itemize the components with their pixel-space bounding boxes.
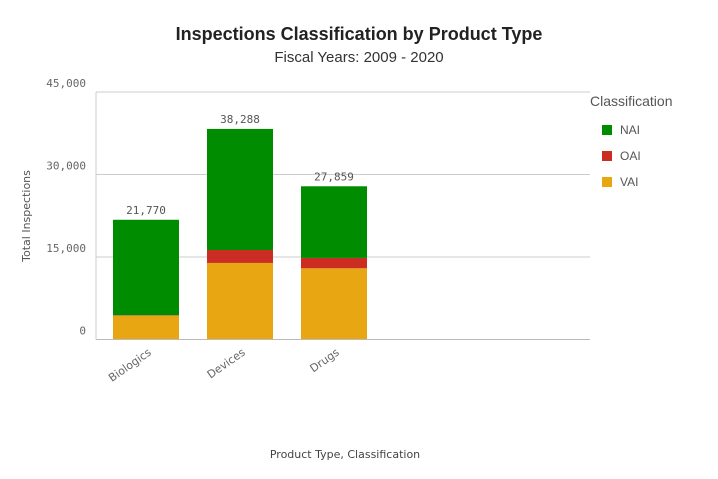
legend-item-nai[interactable]: NAI [590, 117, 672, 143]
x-axis-title: Product Type, Classification [270, 448, 420, 461]
x-tick-label: Biologics [106, 346, 154, 385]
bar-vai-drugs[interactable] [301, 268, 367, 340]
total-label: 38,288 [220, 113, 260, 126]
chart-subtitle: Fiscal Years: 2009 - 2020 [274, 49, 444, 66]
bar-nai-drugs[interactable] [301, 186, 367, 258]
chart-title: Inspections Classification by Product Ty… [175, 24, 543, 44]
bar-vai-biologics[interactable] [113, 315, 179, 340]
legend-swatch [602, 151, 612, 161]
y-tick-label: 0 [79, 325, 86, 338]
x-tick-label: Devices [205, 346, 248, 382]
legend-title: Classification [590, 93, 673, 109]
bar-vai-devices[interactable] [207, 262, 273, 340]
total-label: 21,770 [126, 204, 166, 217]
legend-item-oai[interactable]: OAI [590, 143, 672, 169]
y-tick-label: 30,000 [46, 160, 86, 173]
y-axis-title: Total Inspections [20, 170, 33, 263]
legend-label: NAI [620, 123, 641, 137]
bar-nai-devices[interactable] [207, 128, 273, 251]
y-tick-label: 15,000 [46, 242, 86, 255]
legend-item-vai[interactable]: VAI [590, 169, 672, 195]
legend-label: OAI [620, 149, 641, 163]
x-tick-label: Drugs [307, 346, 341, 376]
legend-label: VAI [620, 175, 639, 189]
bar-oai-drugs[interactable] [301, 257, 367, 269]
legend: Classification NAI OAI VAI [590, 93, 672, 195]
bar-oai-devices[interactable] [207, 250, 273, 263]
total-label: 27,859 [314, 170, 354, 183]
legend-swatch [602, 177, 612, 187]
y-tick-label: 45,000 [46, 77, 86, 90]
legend-swatch [602, 125, 612, 135]
bar-nai-biologics[interactable] [113, 219, 179, 316]
